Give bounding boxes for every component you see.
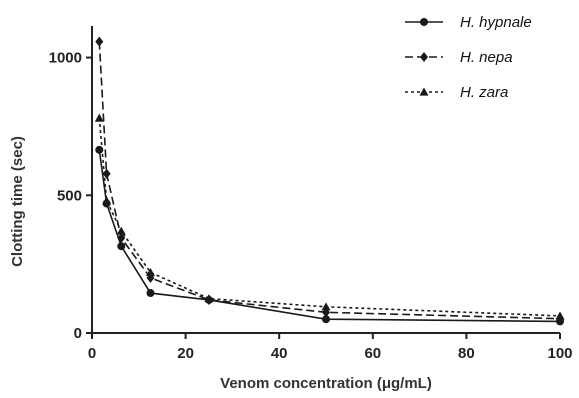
x-tick-label: 40 (271, 345, 288, 362)
data-point (117, 242, 126, 251)
series-h-zara (94, 113, 565, 320)
y-axis-title: Clotting time (sec) (9, 136, 26, 267)
y-axis-ticks: 0 500 1000 (49, 50, 92, 342)
x-axis-title: Venom concentration (μg/mL) (220, 375, 432, 392)
legend-item: H. nepa (405, 49, 513, 66)
y-tick-label: 1000 (49, 50, 82, 67)
legend-label: H. zara (460, 84, 508, 101)
x-tick-label: 80 (458, 345, 475, 362)
series-line (98, 149, 561, 323)
data-point (322, 315, 330, 324)
data-point (117, 232, 126, 243)
data-point (116, 226, 126, 235)
legend-marker (419, 87, 429, 96)
data-point (321, 302, 331, 311)
data-point (102, 196, 112, 205)
x-tick-label: 60 (364, 345, 381, 362)
data-point (555, 311, 565, 320)
legend: H. hypnale H. nepa H. zara (405, 14, 532, 101)
x-tick-label: 100 (547, 345, 572, 362)
y-tick-label: 500 (57, 187, 82, 204)
data-point (146, 289, 155, 298)
legend-marker (420, 52, 428, 62)
legend-label: H. nepa (460, 49, 513, 66)
y-tick-label: 0 (74, 325, 82, 342)
data-point (146, 267, 155, 276)
legend-label: H. hypnale (460, 14, 532, 31)
data-point (102, 168, 111, 179)
data-point (95, 145, 104, 154)
data-point (204, 294, 214, 303)
x-tick-label: 20 (177, 345, 194, 362)
axes (91, 26, 560, 334)
legend-item: H. hypnale (405, 14, 532, 31)
x-tick-label: 0 (88, 345, 96, 362)
x-axis-ticks: 0 20 40 60 80 100 (88, 333, 573, 362)
data-point (95, 36, 104, 47)
legend-item: H. zara (405, 84, 508, 101)
legend-marker (420, 18, 428, 26)
series-h-hypnale (95, 145, 564, 326)
series-line (98, 118, 561, 317)
series-h-nepa (95, 36, 564, 324)
series-layer (94, 36, 565, 326)
data-point (94, 113, 104, 122)
